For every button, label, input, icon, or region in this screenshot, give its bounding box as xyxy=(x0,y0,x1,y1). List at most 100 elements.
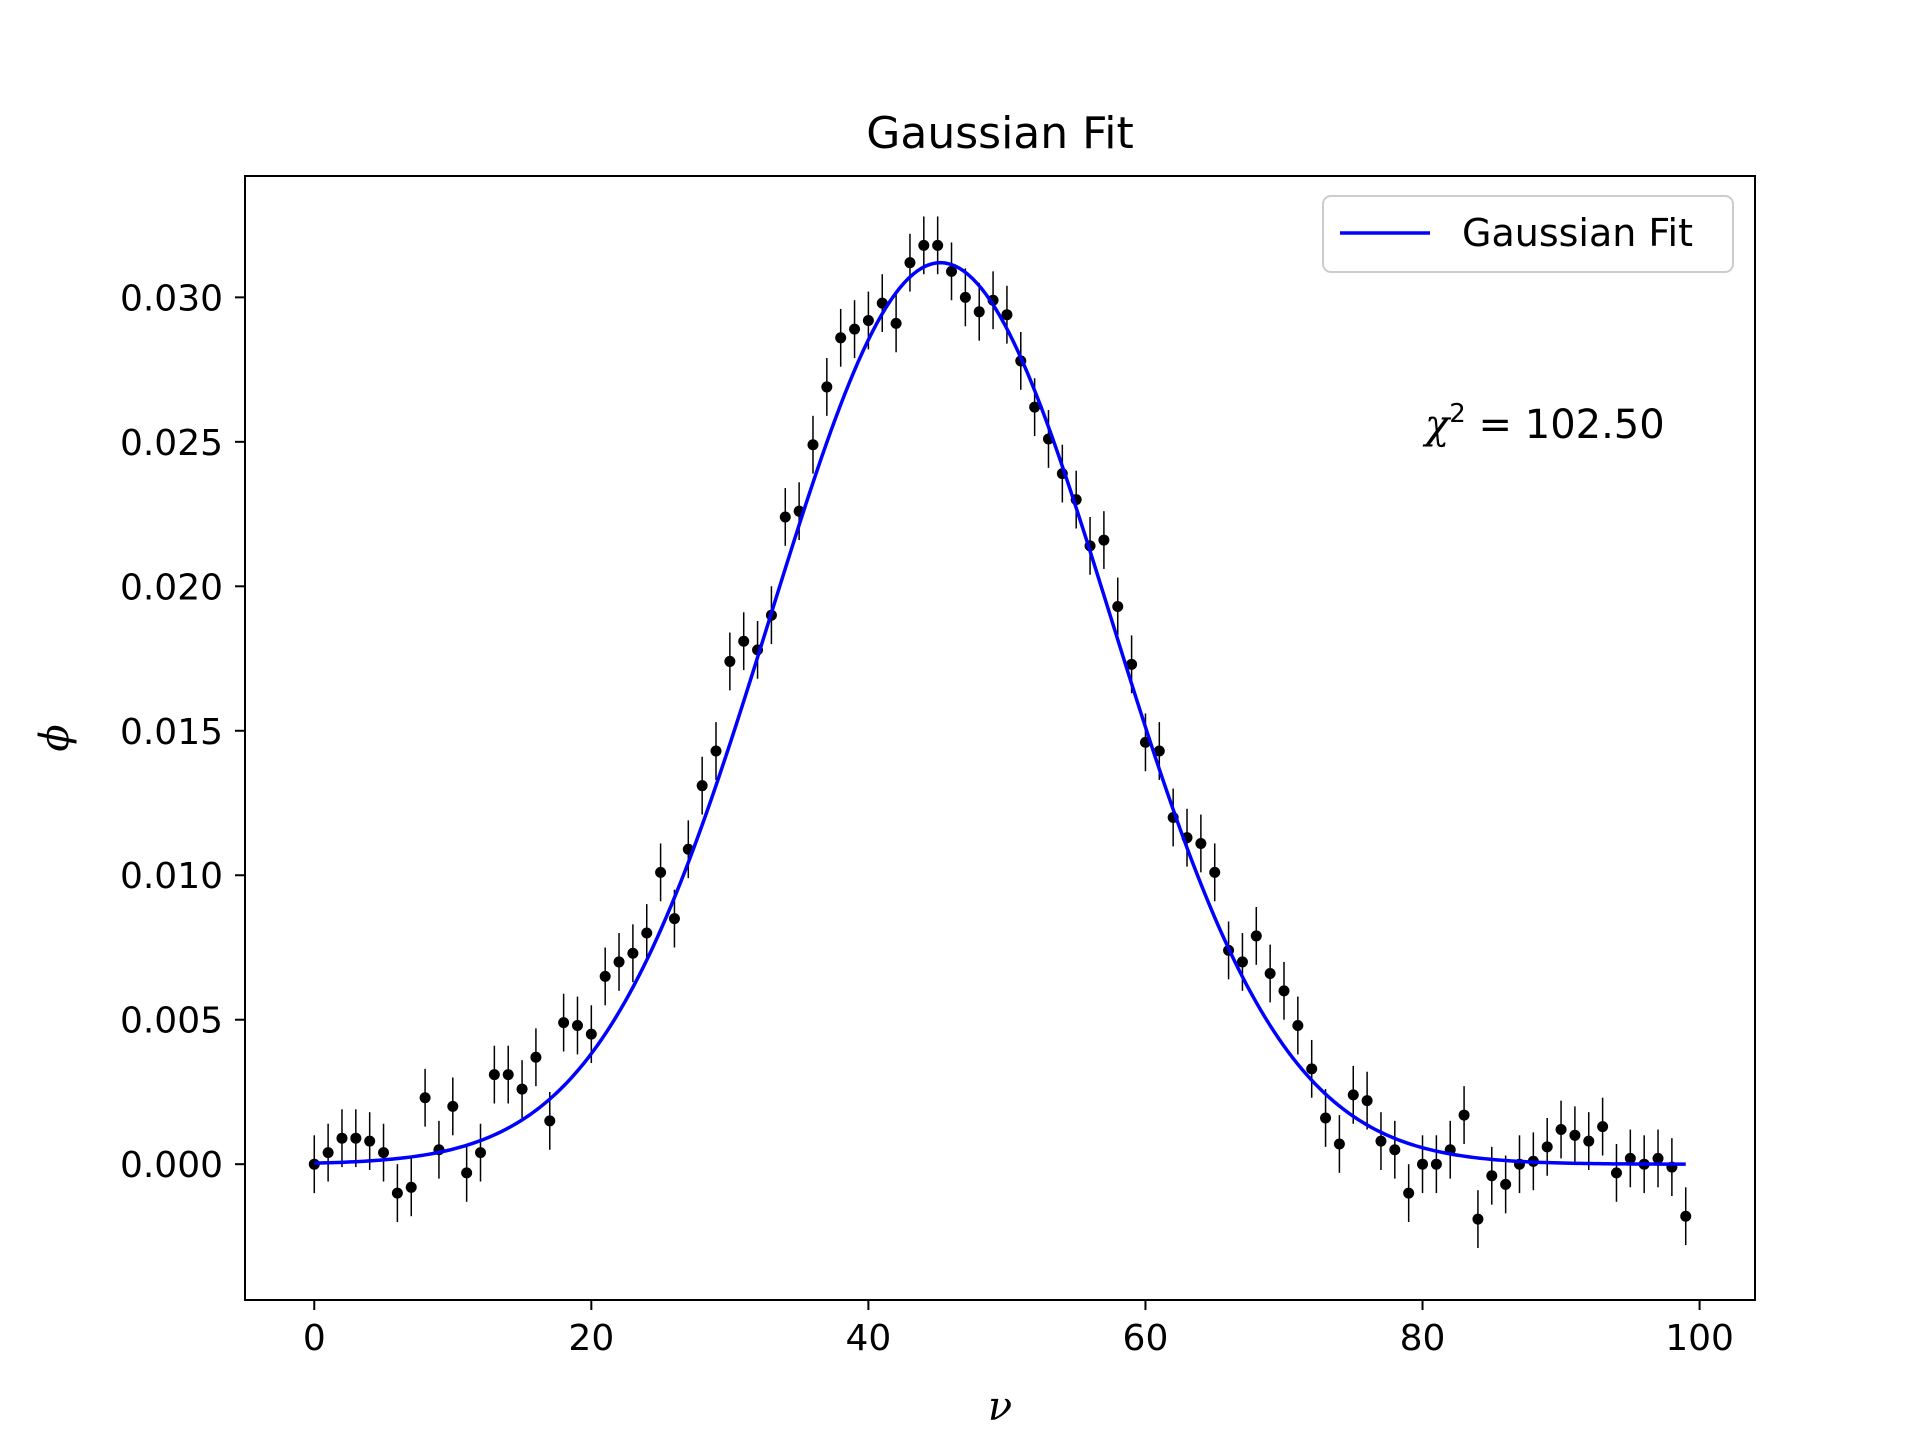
data-point xyxy=(904,257,916,269)
x-tick-label: 60 xyxy=(1123,1318,1169,1359)
data-point xyxy=(1264,967,1276,979)
data-point xyxy=(558,1017,570,1029)
data-point xyxy=(1236,956,1248,968)
y-tick-label: 0.030 xyxy=(120,278,223,319)
data-point xyxy=(1569,1129,1581,1141)
data-point xyxy=(1430,1158,1442,1170)
data-point xyxy=(710,745,722,757)
data-point xyxy=(516,1083,528,1095)
data-point xyxy=(613,956,625,968)
data-point xyxy=(1195,837,1207,849)
y-tick-label: 0.005 xyxy=(120,1001,223,1042)
data-point xyxy=(1680,1210,1692,1222)
chi-superscript: 2 xyxy=(1449,399,1466,429)
plot-area xyxy=(308,216,1692,1248)
data-point xyxy=(1583,1135,1595,1147)
data-point xyxy=(918,239,930,251)
data-point xyxy=(1333,1138,1345,1150)
data-point xyxy=(1541,1141,1553,1153)
data-point xyxy=(1652,1152,1664,1164)
x-tick-label: 100 xyxy=(1665,1318,1734,1359)
y-tick-label: 0.015 xyxy=(120,712,223,753)
data-point xyxy=(849,323,861,335)
data-point xyxy=(668,913,680,925)
data-point xyxy=(585,1028,597,1040)
y-axis-label: ϕ xyxy=(32,724,78,751)
data-point xyxy=(1320,1112,1332,1124)
y-tick-label: 0.000 xyxy=(120,1145,223,1186)
data-point xyxy=(1403,1187,1415,1199)
data-point xyxy=(364,1135,376,1147)
data-point xyxy=(1417,1158,1429,1170)
data-point xyxy=(405,1181,417,1193)
legend: Gaussian Fit xyxy=(1322,195,1734,273)
data-point xyxy=(1458,1109,1470,1121)
data-point xyxy=(1389,1144,1401,1156)
data-point xyxy=(1610,1167,1622,1179)
data-point xyxy=(1375,1135,1387,1147)
data-point xyxy=(890,317,902,329)
data-point xyxy=(1209,866,1221,878)
x-tick-label: 0 xyxy=(303,1318,326,1359)
chi-symbol: χ xyxy=(1422,402,1452,448)
x-tick-label: 40 xyxy=(845,1318,891,1359)
data-point xyxy=(1098,534,1110,546)
axes-frame xyxy=(244,175,1756,1301)
legend-label: Gaussian Fit xyxy=(1462,211,1693,255)
data-point xyxy=(1292,1020,1304,1032)
fit-line xyxy=(314,260,1686,1166)
data-point xyxy=(946,265,958,277)
data-point xyxy=(738,635,750,647)
x-axis: 0 20 40 60 80 100 xyxy=(303,1300,1734,1359)
data-point xyxy=(807,439,819,451)
data-point xyxy=(447,1100,459,1112)
data-point xyxy=(461,1167,473,1179)
data-point xyxy=(599,970,611,982)
x-tick-label: 80 xyxy=(1400,1318,1446,1359)
data-point xyxy=(336,1132,348,1144)
data-point xyxy=(1029,401,1041,413)
y-tick-label: 0.020 xyxy=(120,567,223,608)
data-point xyxy=(391,1187,403,1199)
data-point xyxy=(571,1020,583,1032)
data-point xyxy=(1250,930,1262,942)
y-tick-label: 0.025 xyxy=(120,423,223,464)
x-tick-label: 20 xyxy=(568,1318,614,1359)
data-point xyxy=(1153,745,1165,757)
data-point xyxy=(1001,309,1013,321)
y-tick-label: 0.010 xyxy=(120,856,223,897)
chart-title: Gaussian Fit xyxy=(866,108,1133,159)
data-point xyxy=(378,1147,390,1159)
data-point xyxy=(1347,1089,1359,1101)
data-point xyxy=(1126,658,1138,670)
data-point xyxy=(655,866,667,878)
data-point xyxy=(350,1132,362,1144)
data-point xyxy=(641,927,653,939)
data-point xyxy=(932,239,944,251)
data-point xyxy=(488,1069,500,1081)
data-point xyxy=(1624,1152,1636,1164)
data-point xyxy=(696,780,708,792)
data-point xyxy=(779,511,791,523)
data-point xyxy=(322,1147,334,1159)
chi-value: = 102.50 xyxy=(1466,402,1665,448)
y-axis: 0.000 0.005 0.010 0.015 0.020 0.025 0.030 xyxy=(120,278,245,1186)
data-point xyxy=(1306,1063,1318,1075)
data-point xyxy=(973,306,985,318)
chi-squared-annotation: χ2 = 102.50 xyxy=(1422,399,1665,448)
data-point xyxy=(835,332,847,344)
data-point xyxy=(627,947,639,959)
data-point xyxy=(475,1147,487,1159)
data-point xyxy=(1597,1121,1609,1133)
data-point xyxy=(1472,1213,1484,1225)
data-point xyxy=(1278,985,1290,997)
data-point xyxy=(959,291,971,303)
data-point xyxy=(1555,1124,1567,1136)
data-point xyxy=(1361,1095,1373,1107)
data-point xyxy=(530,1051,542,1063)
data-point xyxy=(821,381,833,393)
data-point xyxy=(1486,1170,1498,1182)
legend-frame xyxy=(1322,195,1734,273)
data-point xyxy=(1112,601,1124,613)
data-point xyxy=(502,1069,514,1081)
